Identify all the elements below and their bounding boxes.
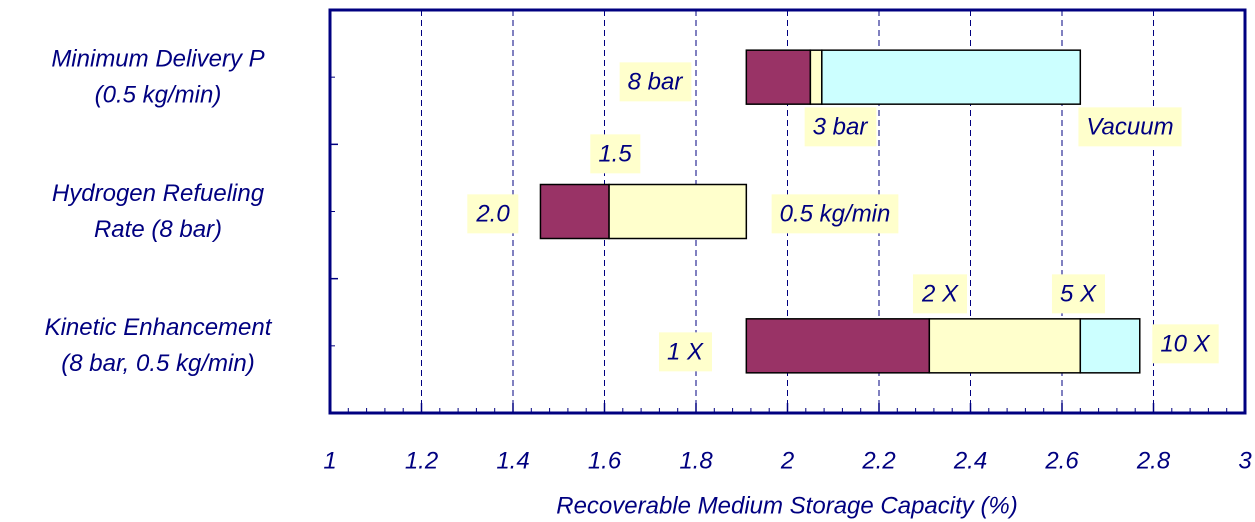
data-label-bg: [467, 194, 519, 234]
data-label-bg: [1152, 324, 1219, 364]
bar-segment: [608, 183, 748, 240]
category-label: Hydrogen Refueling: [52, 180, 265, 207]
data-label: 0.5 kg/min: [780, 200, 891, 227]
category-label: (8 bar, 0.5 kg/min): [61, 350, 254, 377]
x-tick-label: 1.4: [496, 447, 529, 474]
x-tick-label: 2.2: [861, 447, 895, 474]
category-label: Rate (8 bar): [94, 216, 222, 243]
x-tick-label: 1.2: [405, 447, 438, 474]
bar-segment: [745, 49, 812, 105]
data-label: 8 bar: [628, 68, 684, 95]
data-label-bg: [771, 194, 899, 234]
bar-segment: [539, 183, 610, 240]
data-label-bg: [590, 134, 641, 174]
data-label-bg: [1051, 274, 1105, 314]
data-label-bg: [912, 274, 967, 314]
data-label-bg: [804, 107, 877, 147]
plot-frame: [328, 8, 1247, 415]
x-tick-label: 1.6: [588, 447, 622, 474]
bar-segment: [809, 49, 823, 105]
bar-segment: [745, 318, 931, 374]
bar-segment: [1079, 318, 1141, 374]
data-label: Vacuum: [1086, 113, 1173, 140]
data-label-bg: [1078, 107, 1182, 147]
bar-segment: [821, 49, 1082, 105]
data-label: 5 X: [1060, 280, 1097, 307]
x-axis-title: Recoverable Medium Storage Capacity (%): [556, 492, 1018, 519]
data-label: 1 X: [667, 338, 704, 365]
x-tick-label: 2.4: [953, 447, 987, 474]
data-label-bg: [619, 62, 692, 102]
bar-segment: [928, 318, 1082, 374]
x-tick-label: 2: [780, 447, 794, 474]
x-tick-label: 3: [1238, 447, 1252, 474]
x-tick-label: 2.6: [1044, 447, 1079, 474]
category-label: Kinetic Enhancement: [45, 314, 273, 341]
x-tick-label: 2.8: [1136, 447, 1171, 474]
data-label: 1.5: [598, 140, 632, 167]
category-label: (0.5 kg/min): [95, 82, 222, 109]
x-tick-label: 1: [323, 447, 336, 474]
data-label: 2.0: [475, 200, 510, 227]
x-tick-label: 1.8: [679, 447, 713, 474]
data-label: 3 bar: [813, 113, 869, 140]
data-label: 10 X: [1160, 330, 1210, 357]
category-label: Minimum Delivery P: [51, 46, 264, 73]
data-label-bg: [658, 332, 712, 372]
data-label: 2 X: [921, 280, 959, 307]
